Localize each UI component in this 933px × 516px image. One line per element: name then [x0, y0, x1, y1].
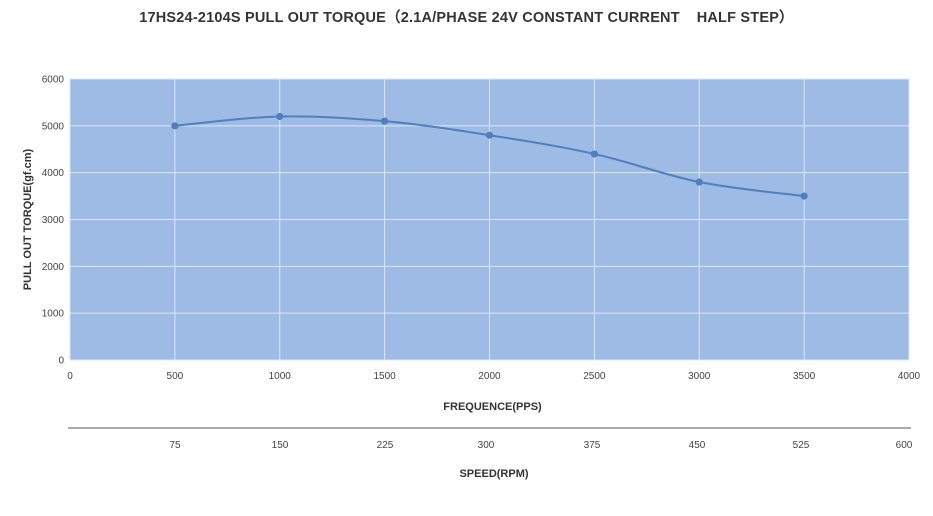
y-tick-label: 6000 [42, 75, 65, 86]
y-tick-label: 5000 [42, 121, 65, 132]
speed-tick-label: 525 [793, 440, 810, 451]
y-tick-label: 1000 [42, 309, 65, 320]
x-tick-label: 2500 [583, 371, 606, 382]
y-tick-label: 4000 [42, 168, 65, 179]
speed-tick-label: 375 [584, 440, 601, 451]
speed-tick-label: 600 [896, 440, 913, 451]
x-axis-title: FREQUENCE(PPS) [443, 401, 542, 413]
speed-tick-label: 450 [689, 440, 706, 451]
y-axis-ticks: 0 1000 2000 3000 4000 5000 6000 [42, 75, 65, 367]
speed-axis-ticks: 75 150 225 300 375 450 525 600 [169, 440, 912, 451]
data-point [800, 192, 808, 200]
y-tick-label: 2000 [42, 262, 65, 273]
series-points [171, 112, 808, 200]
x-tick-label: 3000 [688, 371, 711, 382]
speed-tick-label: 150 [272, 440, 289, 451]
x-tick-label: 2000 [478, 371, 501, 382]
x-tick-label: 0 [67, 371, 73, 382]
y-tick-label: 3000 [42, 215, 65, 226]
x-tick-label: 4000 [898, 371, 921, 382]
x-tick-label: 1500 [374, 371, 397, 382]
x-tick-label: 1000 [269, 371, 292, 382]
speed-tick-label: 225 [377, 440, 394, 451]
data-point [276, 112, 284, 121]
data-point [381, 117, 389, 125]
y-axis-title: PULL OUT TORQUE(gf.cm) [22, 148, 34, 290]
chart-title: 17HS24-2104S PULL OUT TORQUE（2.1A/PHASE … [139, 10, 794, 26]
data-point [485, 131, 494, 139]
data-point [590, 150, 598, 158]
x-tick-label: 3500 [793, 371, 816, 382]
y-tick-label: 0 [58, 356, 64, 367]
speed-tick-label: 75 [169, 440, 181, 451]
x-tick-label: 500 [167, 371, 184, 382]
speed-tick-label: 300 [478, 440, 495, 451]
x-axis-ticks: 0 500 1000 1500 2000 2500 3000 3500 4000 [67, 371, 920, 382]
data-point [695, 178, 703, 186]
grid [69, 78, 910, 361]
data-point [171, 122, 179, 130]
speed-axis-title: SPEED(RPM) [459, 468, 528, 480]
